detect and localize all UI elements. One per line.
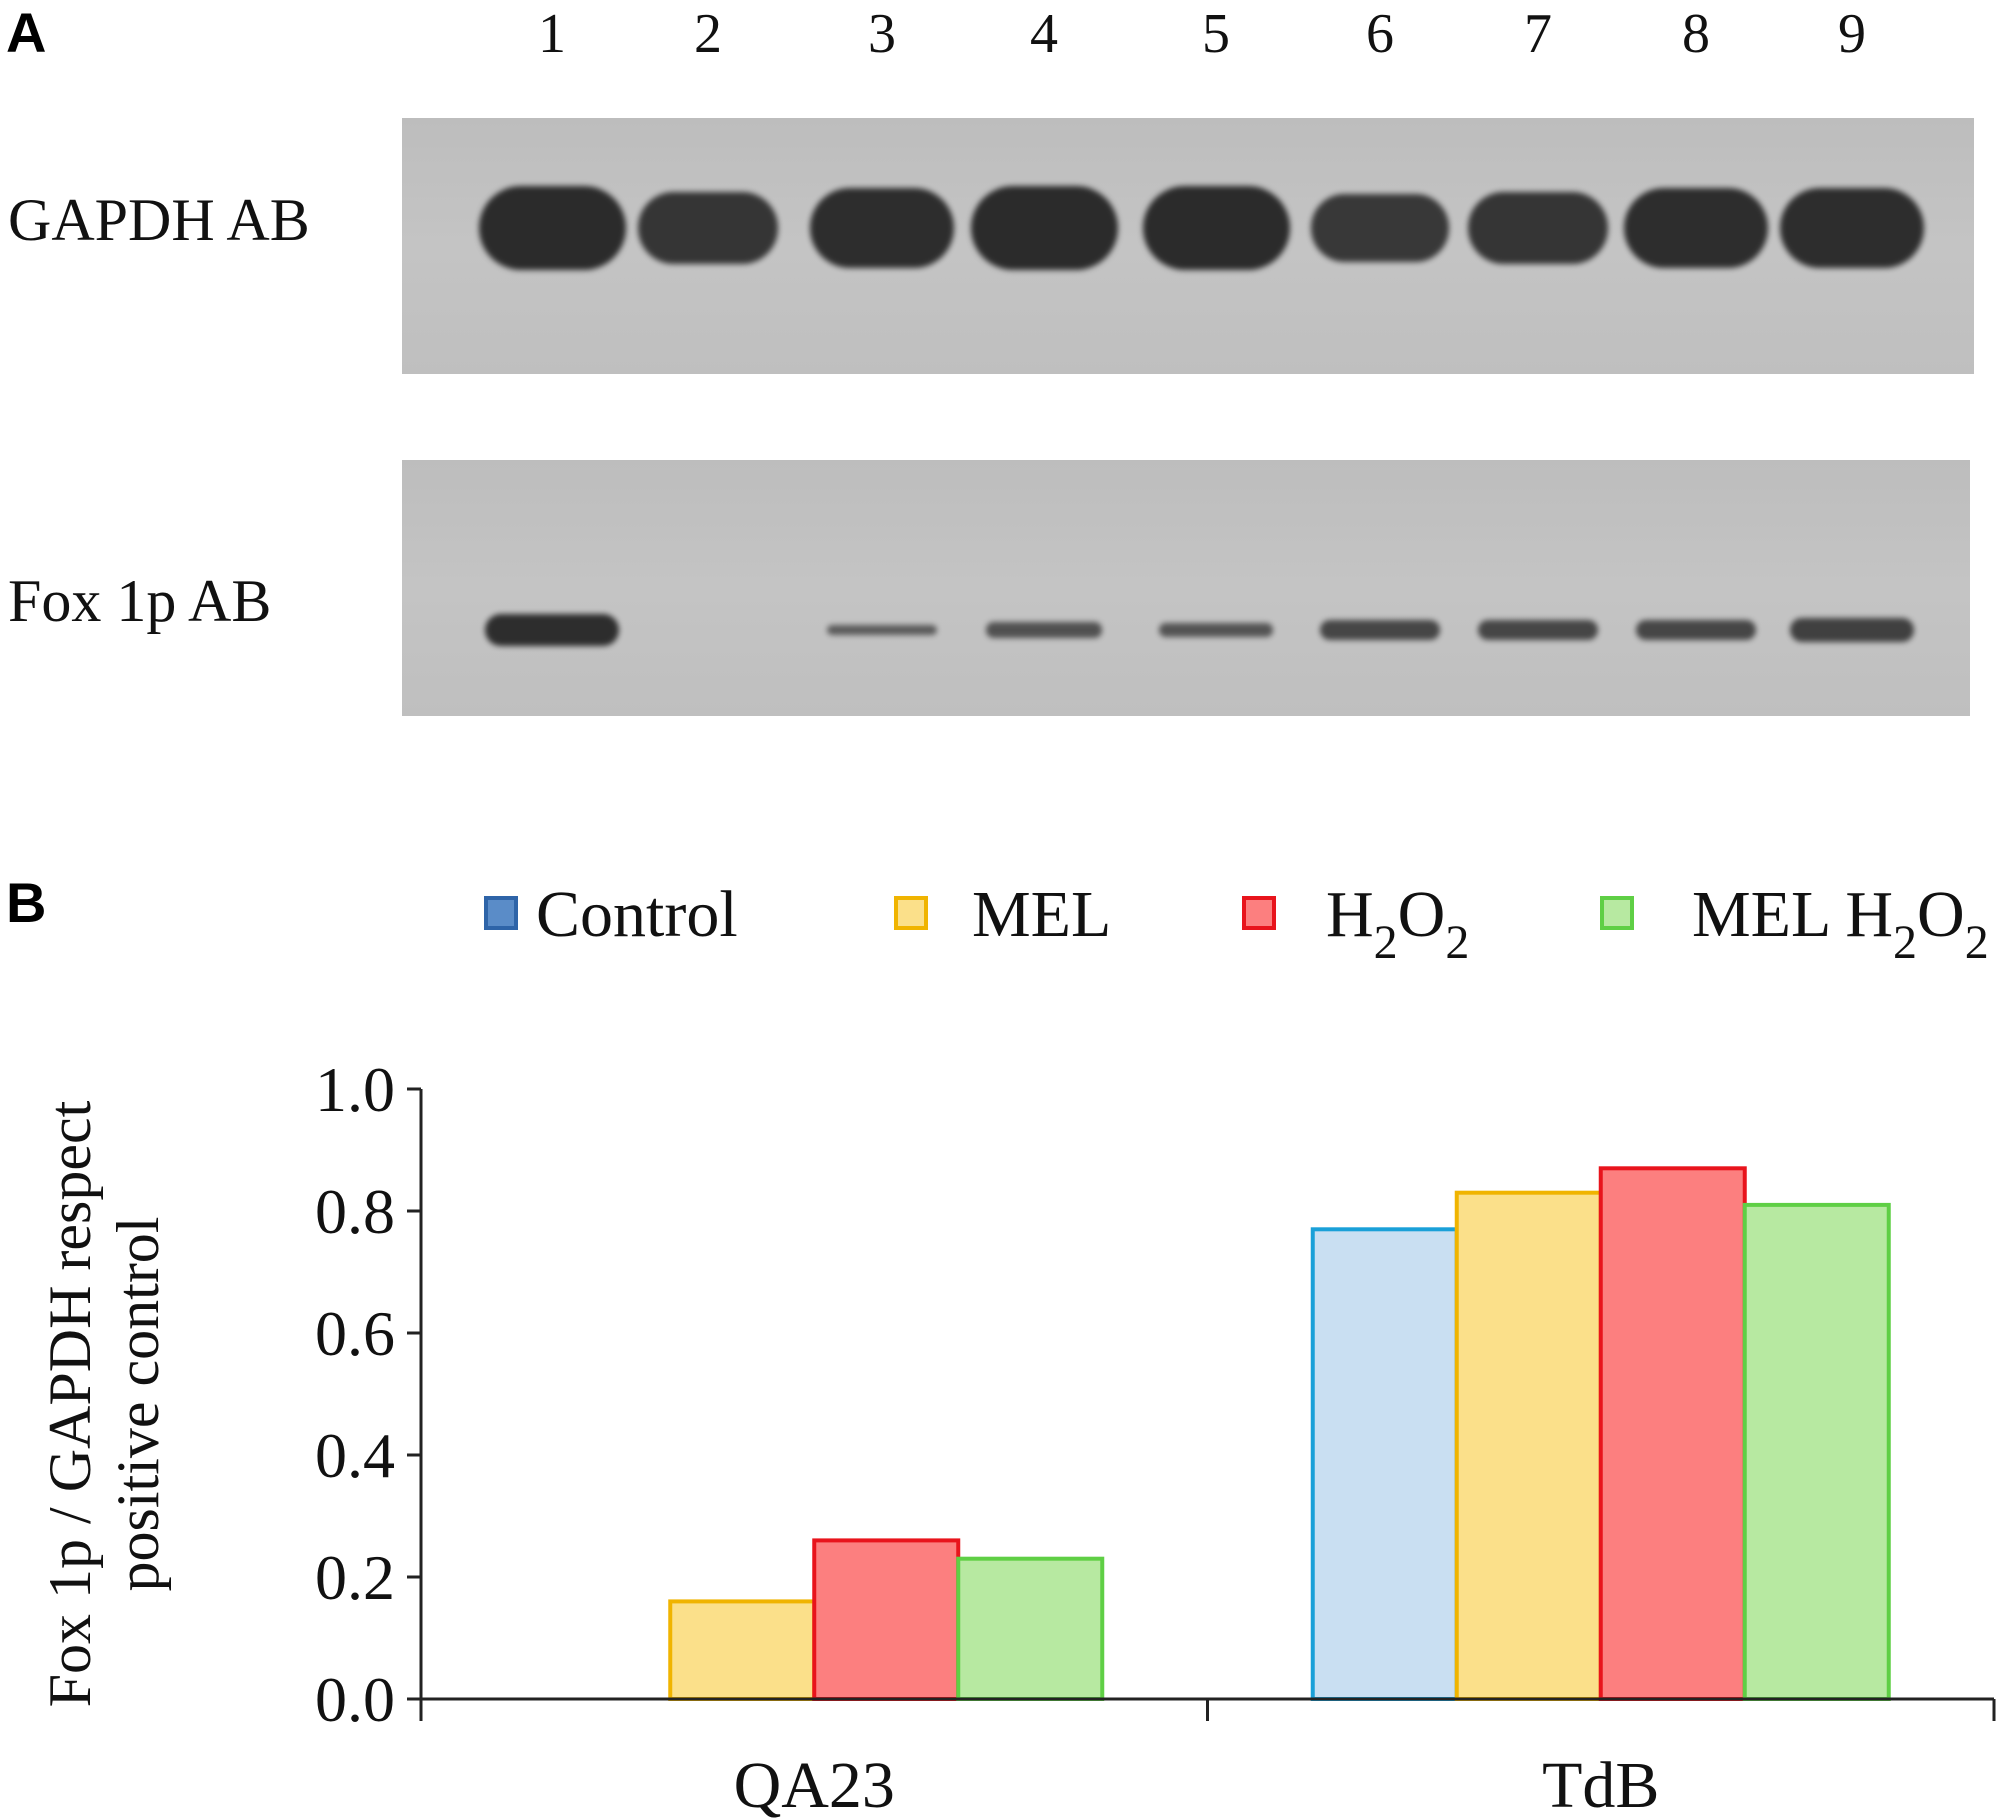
y-tick-label: 0.0 (315, 1664, 395, 1735)
labels-layer: QA23 TdB 0.0 0.2 0.4 0.6 0.8 1.0 Fox 1p / GAPDH … (37, 1054, 1659, 1820)
blot-band (1310, 194, 1450, 262)
bar-qa23-mel (668, 1599, 817, 1702)
legend-swatch-mel (894, 896, 928, 930)
lane-number-5: 5 (1202, 3, 1230, 65)
bar-tdb-mel-h2o2 (1742, 1202, 1891, 1701)
legend-swatch-mel-h2o2 (1600, 896, 1634, 930)
fox1p-blot-strip (402, 460, 1970, 716)
blot-band (1779, 188, 1925, 268)
y-tick-label: 0.8 (315, 1176, 395, 1247)
legend-label-control: Control (536, 878, 738, 951)
blot-band (1623, 188, 1769, 268)
legend-item-mel-h2o2: MEL H2O2 (1600, 878, 1989, 969)
blot-band (1635, 619, 1757, 641)
blot-band (1319, 619, 1441, 641)
blot-band (809, 188, 955, 268)
lane-number-4: 4 (1030, 3, 1058, 65)
legend-item-control: Control (484, 882, 738, 948)
lane-number-3: 3 (868, 3, 896, 65)
bar-tdb-mel (1454, 1190, 1603, 1701)
y-axis-label: Fox 1p / GAPDH respectpositive control (37, 1100, 171, 1707)
legend-swatch-control (484, 896, 518, 930)
blot-band (1142, 186, 1290, 270)
legend-item-mel: MEL (894, 882, 1111, 948)
y-axis-label-line: positive control (105, 1217, 171, 1592)
lane-number-8: 8 (1682, 3, 1710, 65)
legend-label-h2o2: H2O2 (1326, 878, 1470, 969)
blot-band (827, 624, 937, 636)
blot-band (484, 613, 620, 647)
gapdh-blot-strip (402, 118, 1974, 374)
gapdh-blot-label: GAPDH AB (8, 187, 310, 253)
bar-tdb-h2o2 (1598, 1166, 1747, 1702)
legend-item-h2o2: H2O2 (1242, 878, 1470, 969)
lane-number-6: 6 (1366, 3, 1394, 65)
fox1p-blot-label: Fox 1p AB (8, 568, 272, 634)
blot-band (1159, 623, 1273, 637)
legend-label-mel-h2o2: MEL H2O2 (1692, 878, 1989, 969)
lane-number-2: 2 (694, 3, 722, 65)
bar-tdb-control (1310, 1227, 1459, 1702)
x-tick-label: QA23 (734, 1749, 895, 1820)
y-tick-label: 1.0 (315, 1054, 395, 1125)
y-axis-label-line: Fox 1p / GAPDH respect (37, 1100, 103, 1707)
bars-layer (668, 1166, 1891, 1702)
blot-band (1467, 192, 1609, 264)
panel-b-letter: B (6, 871, 47, 934)
y-tick-label: 0.2 (315, 1542, 395, 1613)
x-tick-label: TdB (1542, 1749, 1659, 1820)
y-tick-label: 0.4 (315, 1420, 395, 1491)
axes-layer (407, 1087, 1996, 1721)
blot-band (986, 622, 1102, 638)
y-tick-label: 0.6 (315, 1298, 395, 1369)
lane-number-7: 7 (1524, 3, 1552, 65)
lane-number-9: 9 (1838, 3, 1866, 65)
bar-qa23-mel-h2o2 (956, 1556, 1105, 1702)
legend-label-mel: MEL (972, 878, 1112, 951)
blot-band (478, 186, 626, 270)
blot-band (970, 186, 1118, 270)
blot-band (637, 192, 779, 264)
bar-chart: QA23 TdB 0.0 0.2 0.4 0.6 0.8 1.0 Fox 1p / GAPDH … (37, 1054, 1996, 1820)
bar-qa23-h2o2 (812, 1538, 961, 1702)
blot-band (1477, 619, 1599, 641)
legend-swatch-h2o2 (1242, 896, 1276, 930)
panel-a-letter: A (6, 1, 47, 64)
lane-number-1: 1 (538, 3, 566, 65)
blot-band (1789, 618, 1915, 642)
